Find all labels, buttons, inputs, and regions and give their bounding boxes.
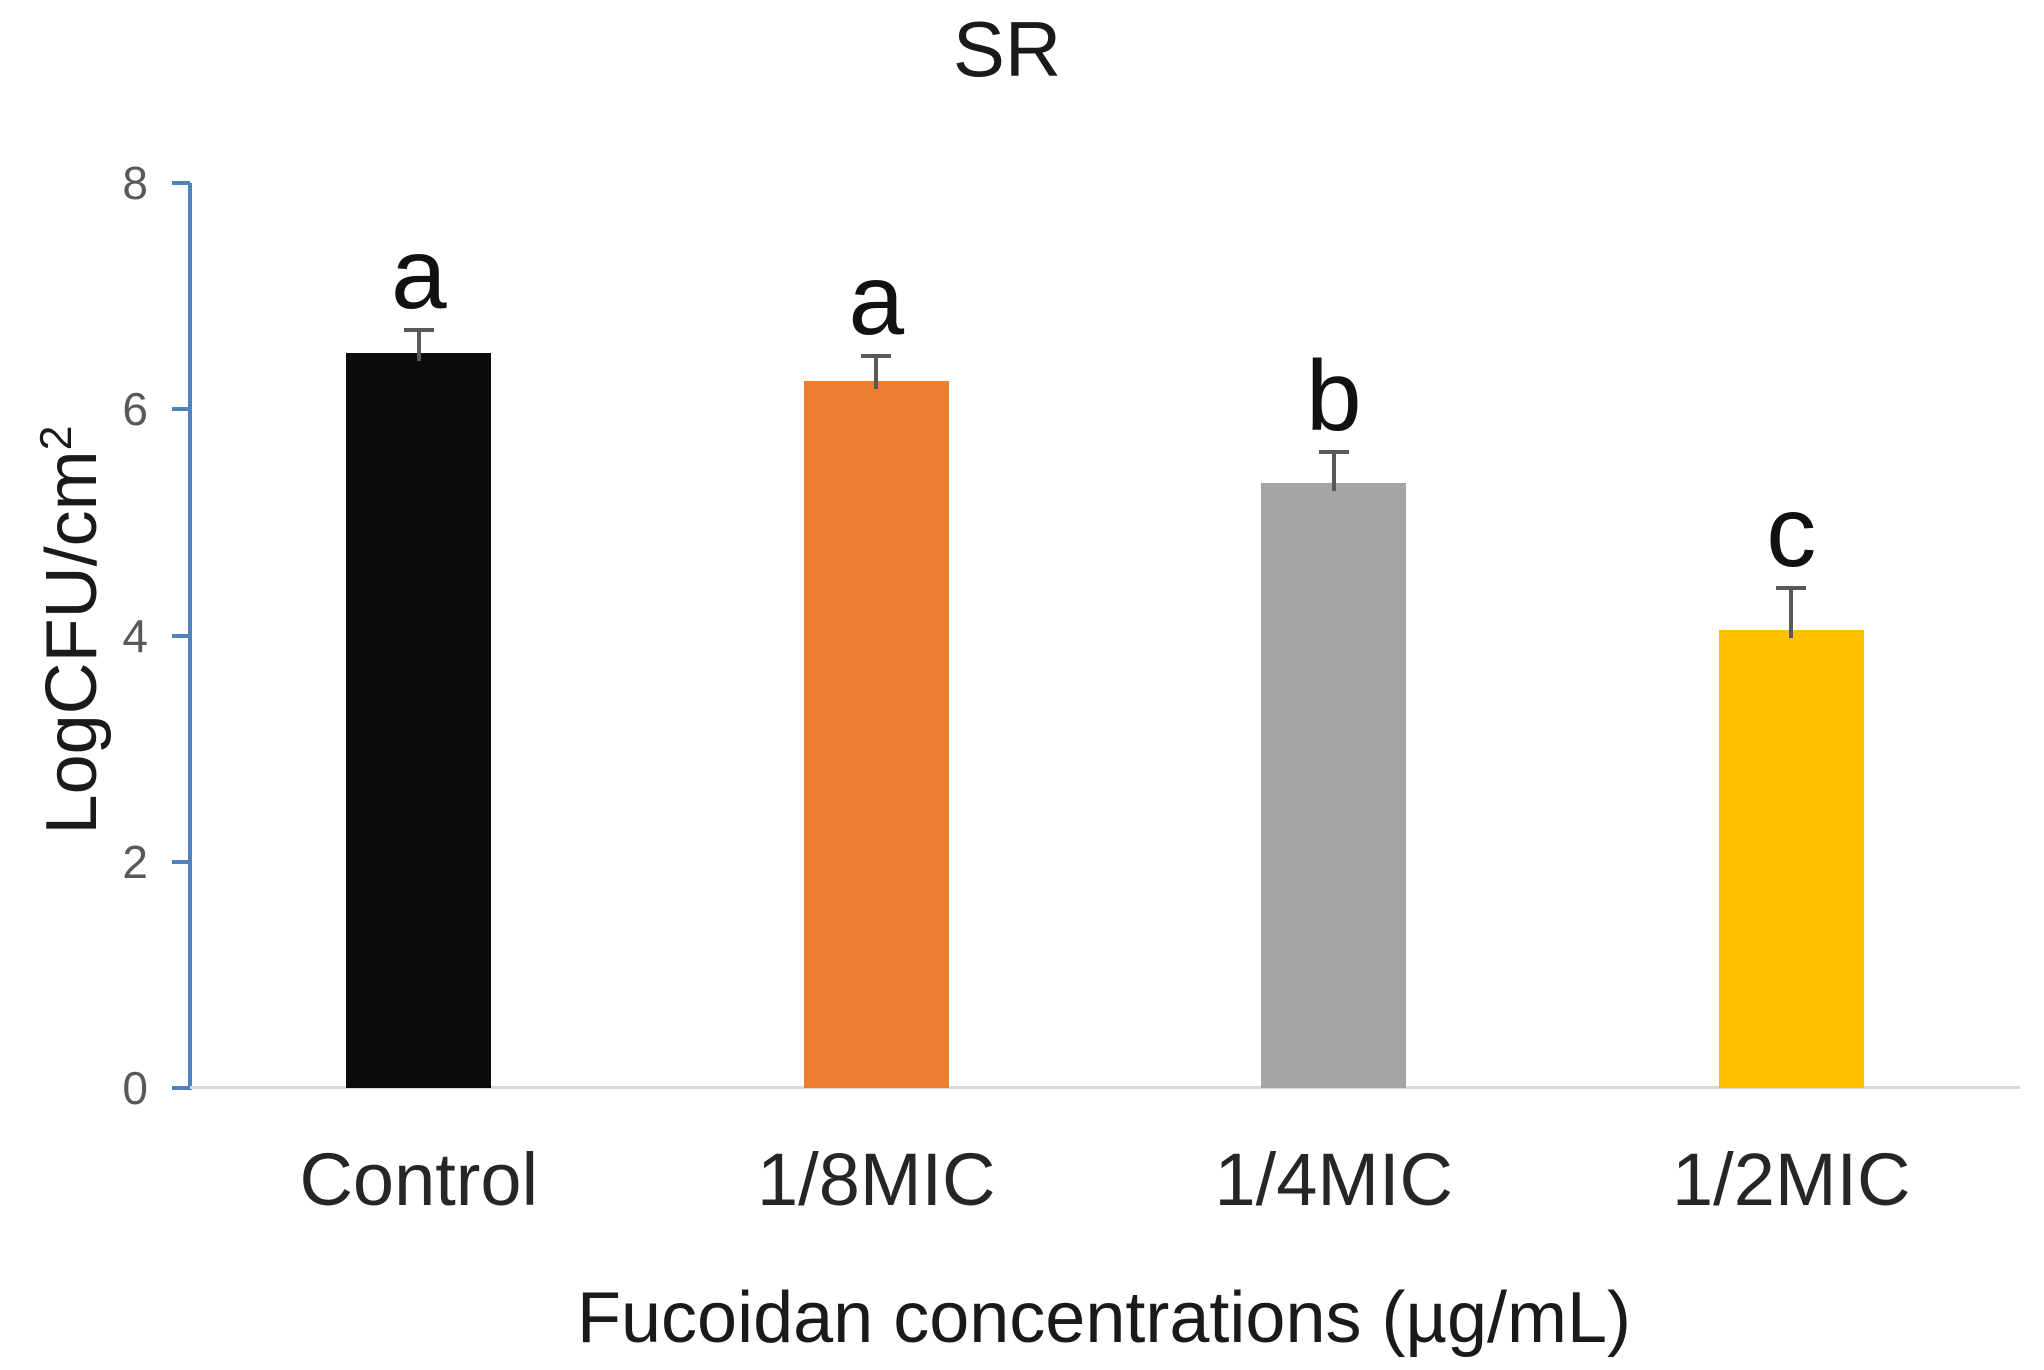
bar-control bbox=[346, 352, 492, 1088]
y-tick-label: 2 bbox=[122, 835, 148, 888]
error-bar-line bbox=[1789, 587, 1794, 638]
error-bar-line bbox=[1331, 452, 1336, 491]
error-bar-cap bbox=[403, 328, 434, 333]
category-label: Control bbox=[299, 1138, 539, 1221]
significance-letter: b bbox=[1305, 340, 1362, 453]
y-tick-label: 6 bbox=[122, 383, 148, 436]
y-tick-mark bbox=[172, 407, 190, 412]
error-bar-line bbox=[416, 330, 421, 361]
y-tick-mark bbox=[172, 859, 190, 864]
y-tick-label: 4 bbox=[122, 609, 148, 662]
x-axis-baseline bbox=[190, 1086, 2020, 1089]
y-tick-mark bbox=[172, 1086, 190, 1090]
category-label: 1/4MIC bbox=[1214, 1138, 1453, 1221]
y-tick-label: 8 bbox=[122, 157, 148, 209]
error-bar-cap bbox=[861, 354, 892, 359]
significance-letter: a bbox=[848, 244, 905, 357]
significance-letter: a bbox=[390, 218, 447, 331]
category-label: 1/2MIC bbox=[1671, 1138, 1911, 1221]
chart-title: SR bbox=[952, 5, 1062, 93]
category-label: 1/8MIC bbox=[756, 1138, 996, 1221]
x-axis-title: Fucoidan concentrations (µg/mL) bbox=[577, 1278, 1631, 1358]
y-axis-line bbox=[188, 183, 192, 1090]
error-bar-cap bbox=[1318, 450, 1349, 455]
y-tick-label: 0 bbox=[122, 1062, 148, 1114]
error-bar-line bbox=[874, 356, 879, 389]
bar-1-8mic bbox=[803, 380, 949, 1088]
significance-letter: c bbox=[1766, 475, 1817, 588]
error-bar-cap bbox=[1776, 585, 1807, 590]
y-tick-mark bbox=[172, 181, 190, 185]
bar-1-2mic bbox=[1718, 629, 1864, 1088]
bar-1-4mic bbox=[1261, 482, 1407, 1088]
y-tick-mark bbox=[172, 633, 190, 638]
